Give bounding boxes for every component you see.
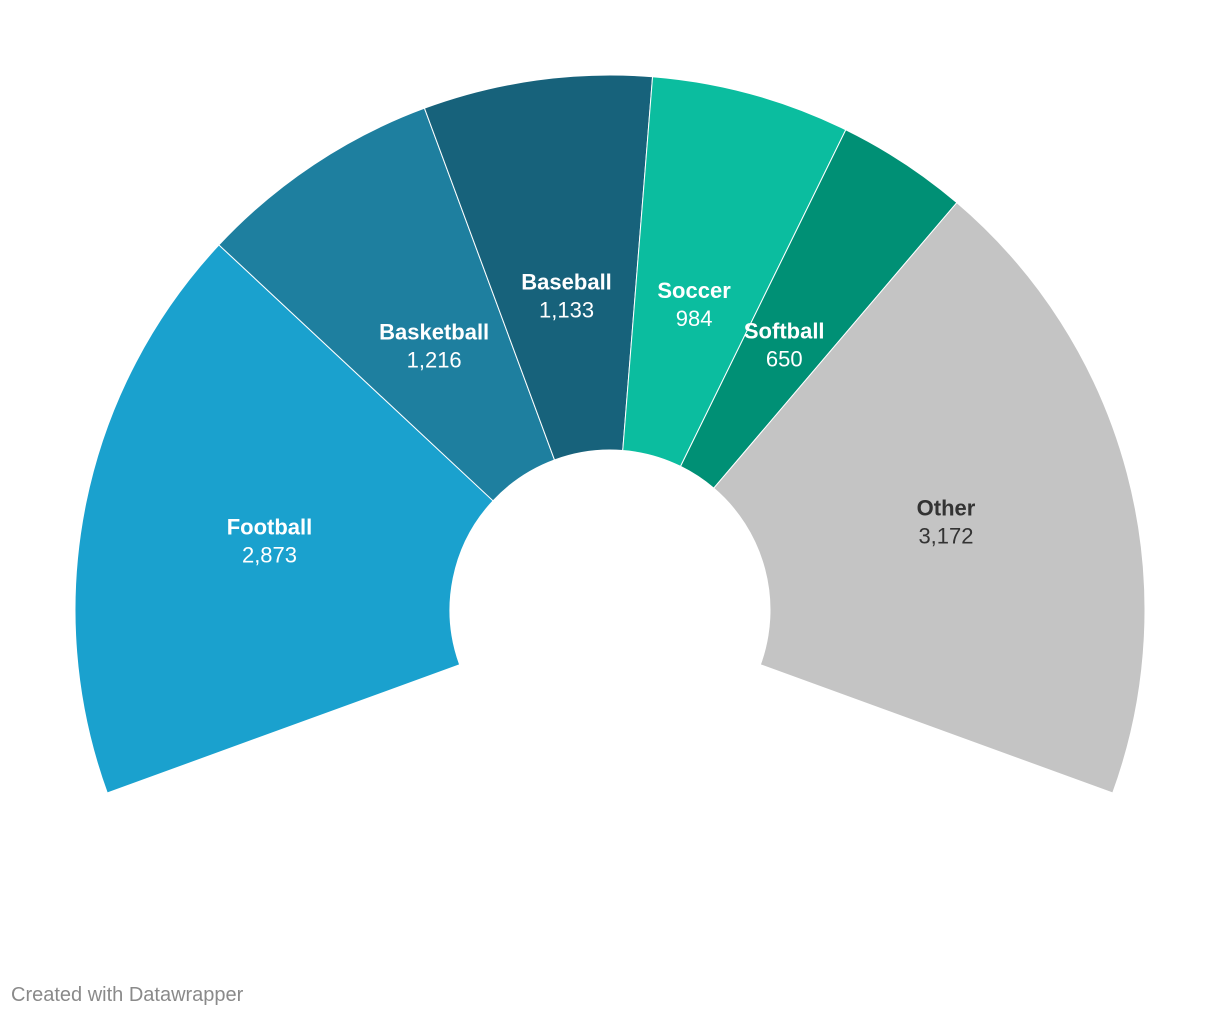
slice-value-football: 2,873 (242, 543, 297, 568)
slice-value-soccer: 984 (676, 306, 713, 331)
slice-other (713, 201, 1146, 794)
slice-value-basketball: 1,216 (407, 348, 462, 373)
slice-label-football: Football (227, 515, 313, 540)
slice-value-other: 3,172 (918, 523, 973, 548)
slice-soccer (622, 76, 847, 468)
slice-label-other: Other (917, 495, 976, 520)
slice-value-softball: 650 (766, 347, 803, 372)
slice-label-softball: Softball (744, 319, 825, 344)
chart-labels: Football 2,873 Basketball 1,216 Baseball 1,13… (227, 269, 976, 567)
chart-slices (74, 74, 1146, 794)
slice-baseball (423, 74, 654, 461)
slice-football (74, 244, 494, 794)
slice-label-soccer: Soccer (657, 278, 731, 303)
slice-basketball (218, 107, 556, 502)
slice-value-baseball: 1,133 (539, 297, 594, 322)
slice-label-baseball: Baseball (521, 269, 612, 294)
slice-label-basketball: Basketball (379, 320, 489, 345)
footer-credit: Created with Datawrapper (11, 984, 244, 1006)
